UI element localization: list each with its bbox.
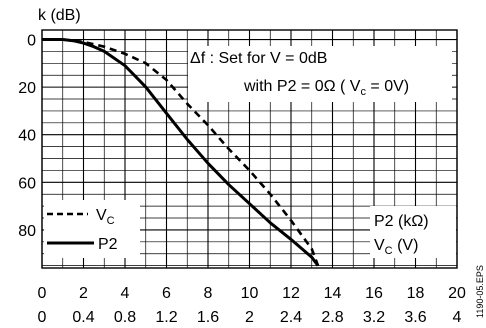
axis-key-p2: P2 (kΩ) bbox=[374, 213, 429, 230]
y-tick-label: 80 bbox=[18, 223, 36, 240]
y-tick-label: 60 bbox=[18, 175, 36, 192]
legend-bg bbox=[44, 200, 140, 258]
y-tick-label: 20 bbox=[18, 80, 36, 97]
x-tick-label-p2: 16 bbox=[365, 285, 383, 302]
x-tick-label-vc: 1.2 bbox=[155, 309, 177, 326]
x-tick-label-vc: 1.6 bbox=[197, 309, 219, 326]
x-tick-label-p2: 14 bbox=[324, 285, 342, 302]
annotation-box: Δf : Set for V = 0dB with P2 = 0Ω ( Vc =… bbox=[188, 46, 452, 102]
legend: VC P2 bbox=[44, 200, 140, 258]
legend-label-p2: P2 bbox=[98, 236, 118, 253]
series-vc-line bbox=[62, 38, 320, 267]
plot-border bbox=[41, 29, 458, 269]
plot-frame bbox=[41, 29, 458, 269]
annotation-line-2: with P2 = 0Ω ( Vc = 0V) bbox=[243, 78, 409, 98]
x-tick-label-vc: 2 bbox=[245, 309, 254, 326]
x-tick-label-vc: 0 bbox=[38, 309, 47, 326]
annotation-bg bbox=[188, 46, 452, 102]
x-tick-label-p2: 8 bbox=[204, 285, 213, 302]
x-tick-label-vc: 2.4 bbox=[280, 309, 302, 326]
figure-id-label: 1190-05.EPS bbox=[475, 265, 485, 318]
x-tick-label-p2: 2 bbox=[79, 285, 88, 302]
series-p2-line bbox=[42, 38, 320, 267]
y-tick-label: 0 bbox=[27, 33, 36, 50]
x-tick-label-p2: 4 bbox=[121, 285, 130, 302]
x-tick-label-p2: 10 bbox=[241, 285, 259, 302]
axis-key-vc: VC (V) bbox=[374, 237, 418, 257]
x-tick-label-p2: 6 bbox=[162, 285, 171, 302]
y-tick-labels: 0 20 40 60 80 bbox=[18, 33, 36, 240]
series-layer bbox=[42, 38, 320, 267]
axis-key-bg bbox=[370, 206, 456, 258]
annotation-line-1: Δf : Set for V = 0dB bbox=[190, 50, 327, 67]
x-tick-label-p2: 20 bbox=[448, 285, 466, 302]
x-tick-label-vc: 0.4 bbox=[72, 309, 94, 326]
x-tick-label-vc: 2.8 bbox=[321, 309, 343, 326]
y-axis-title: k (dB) bbox=[38, 7, 81, 24]
legend-label-vc: VC bbox=[96, 207, 115, 227]
x-tick-label-p2: 12 bbox=[282, 285, 300, 302]
y-tick-label: 40 bbox=[18, 128, 36, 145]
x-tick-labels: 0 2 4 6 8 10 12 14 16 18 20 0 0.4 0.8 1.2 1.6 2 2.4 2.8 3.2… bbox=[38, 285, 466, 326]
x-tick-label-p2: 0 bbox=[38, 285, 47, 302]
x-tick-label-vc: 3.2 bbox=[363, 309, 385, 326]
x-tick-label-vc: 0.8 bbox=[114, 309, 136, 326]
x-tick-label-p2: 18 bbox=[407, 285, 425, 302]
x-tick-label-vc: 4 bbox=[453, 309, 462, 326]
axis-key: P2 (kΩ) VC (V) bbox=[370, 206, 456, 258]
x-tick-label-vc: 3.6 bbox=[404, 309, 426, 326]
